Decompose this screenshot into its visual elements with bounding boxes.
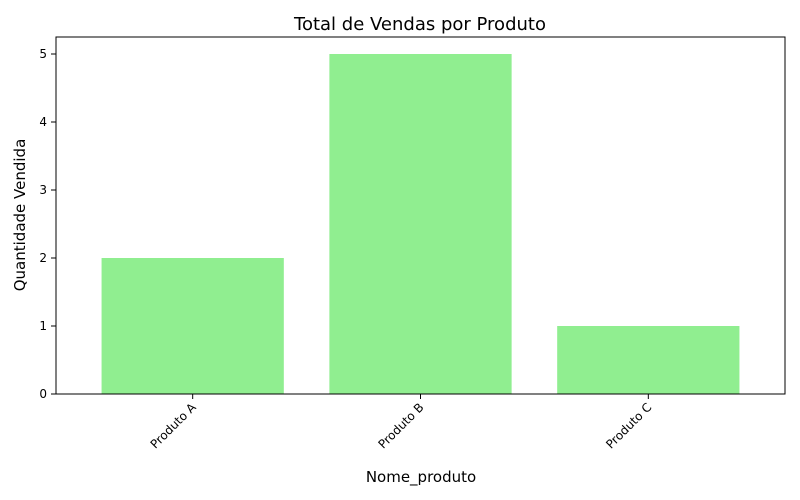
y-tick-label: 2 (39, 251, 47, 265)
y-tick-label: 5 (39, 47, 47, 61)
y-tick-label: 1 (39, 319, 47, 333)
chart-title: Total de Vendas por Produto (293, 14, 546, 35)
x-axis-label: Nome_produto (366, 468, 476, 487)
y-tick-label: 3 (39, 183, 47, 197)
y-tick-label: 4 (39, 115, 47, 129)
y-tick-label: 0 (39, 387, 47, 401)
bar-produto-c (557, 326, 740, 394)
bar-produto-b (329, 54, 512, 394)
bar-produto-a (101, 258, 284, 394)
bars-group (101, 54, 740, 394)
y-axis-ticks: 0 1 2 3 4 5 (39, 47, 56, 401)
y-axis-label: Quantidade Vendida (11, 139, 29, 292)
plot-frame (55, 36, 786, 395)
